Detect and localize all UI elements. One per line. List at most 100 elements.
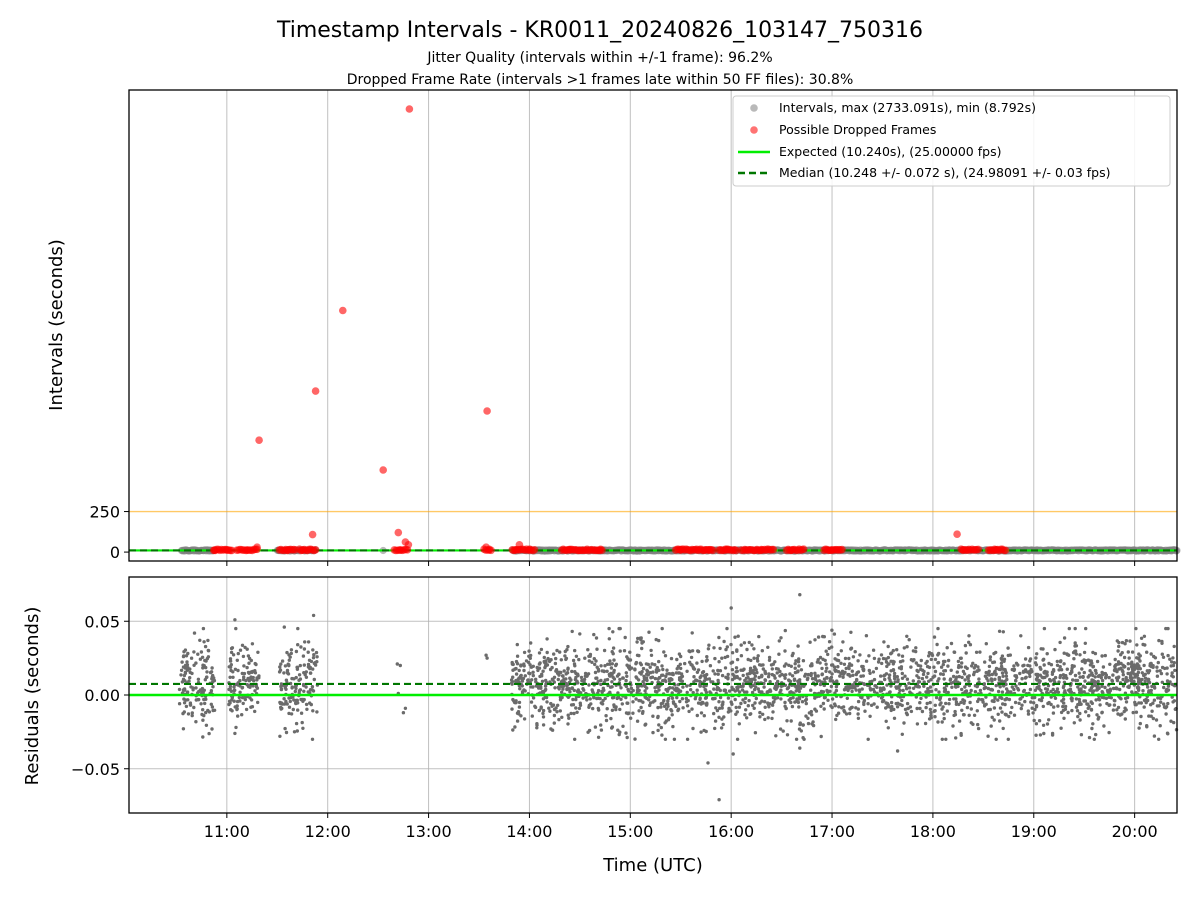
residual-point xyxy=(618,677,622,682)
residual-point xyxy=(289,651,293,656)
residual-point xyxy=(813,707,817,711)
residual-point xyxy=(230,709,234,713)
residual-point xyxy=(250,670,254,674)
residual-point xyxy=(813,696,817,700)
residual-point xyxy=(868,714,872,718)
residual-point xyxy=(969,688,973,693)
legend-intervals-label: Intervals, max (2733.091s), min (8.792s) xyxy=(779,100,1036,115)
residual-point xyxy=(1123,642,1127,646)
residual-point xyxy=(701,701,705,705)
residual-point xyxy=(204,697,208,701)
residual-point xyxy=(1051,711,1056,715)
legend-dropped-label: Possible Dropped Frames xyxy=(779,122,936,137)
residual-point xyxy=(883,677,887,682)
residual-point xyxy=(522,662,526,666)
residual-point xyxy=(289,648,294,652)
residual-point xyxy=(989,724,993,728)
residual-point xyxy=(1160,641,1164,645)
residual-point xyxy=(645,686,649,690)
residual-point xyxy=(736,634,740,638)
residual-point xyxy=(600,702,605,706)
residual-point xyxy=(1105,701,1109,706)
residual-point xyxy=(932,635,937,639)
residual-point xyxy=(557,687,561,691)
residual-point xyxy=(886,703,890,707)
residual-point xyxy=(1078,718,1082,722)
residual-point xyxy=(1100,678,1105,683)
residual-point xyxy=(531,685,535,689)
residual-point xyxy=(909,658,914,662)
residual-point xyxy=(203,701,207,706)
chart-subtitle-dropped-rate: Dropped Frame Rate (intervals >1 frames … xyxy=(347,72,854,88)
residual-point xyxy=(1094,732,1098,737)
residual-point xyxy=(1164,626,1168,631)
residual-point xyxy=(202,640,206,644)
residual-point xyxy=(229,689,233,693)
residual-point xyxy=(315,655,319,659)
residual-point xyxy=(928,707,933,712)
residual-point xyxy=(905,677,910,681)
residual-point xyxy=(622,649,627,653)
residual-point xyxy=(740,688,745,692)
dropped-frame-point xyxy=(953,530,961,538)
residual-point xyxy=(972,672,976,677)
residual-point xyxy=(194,661,198,665)
residual-point xyxy=(295,665,299,669)
residual-point xyxy=(680,697,685,701)
residual-point xyxy=(848,707,852,711)
residual-point xyxy=(1037,681,1041,685)
residual-point xyxy=(299,645,303,649)
residual-point xyxy=(945,709,949,713)
residual-point xyxy=(253,689,257,693)
residual-point xyxy=(699,711,704,715)
residual-point xyxy=(916,669,920,674)
residual-point xyxy=(748,669,753,673)
residual-point xyxy=(1006,737,1010,741)
residual-point xyxy=(1151,665,1155,669)
residual-point xyxy=(1142,663,1146,668)
residual-point xyxy=(676,671,681,675)
residual-point xyxy=(180,660,184,664)
residual-point xyxy=(763,705,767,709)
residual-point xyxy=(555,710,559,714)
residual-point xyxy=(824,669,828,673)
residual-point xyxy=(853,650,857,654)
residual-point xyxy=(304,685,308,689)
residual-point xyxy=(311,709,315,713)
dropped-frame-point xyxy=(308,530,317,539)
residual-point xyxy=(864,659,869,663)
dropped-frame-point xyxy=(404,541,413,549)
residual-point xyxy=(1088,669,1092,673)
residual-point xyxy=(586,730,590,734)
residual-point xyxy=(1078,675,1082,679)
residual-point xyxy=(1019,706,1023,711)
residual-point xyxy=(587,705,591,709)
residual-point xyxy=(1170,660,1174,664)
dropped-frame-point xyxy=(596,546,604,554)
residual-point xyxy=(806,716,810,720)
residual-point xyxy=(596,688,601,693)
residual-point xyxy=(285,670,290,674)
residual-point xyxy=(536,668,540,673)
residual-point xyxy=(1034,722,1039,726)
legend-dropped-marker xyxy=(750,126,758,134)
residual-point xyxy=(949,641,954,646)
residual-point xyxy=(656,685,660,689)
residual-point xyxy=(537,708,541,713)
residual-point xyxy=(1079,733,1084,737)
residual-point xyxy=(835,713,839,718)
residual-point xyxy=(398,663,402,668)
residual-point xyxy=(177,687,182,692)
residual-point xyxy=(783,649,787,653)
residual-point xyxy=(801,736,805,740)
residual-point xyxy=(1083,679,1087,683)
x-tick-label: 17:00 xyxy=(809,822,855,841)
residual-point xyxy=(1140,671,1145,675)
residual-point xyxy=(889,700,894,705)
residual-point xyxy=(691,665,695,669)
residual-point xyxy=(823,695,827,700)
residual-point xyxy=(205,670,209,674)
residual-point xyxy=(624,695,628,700)
residual-point xyxy=(294,649,299,654)
residual-point xyxy=(963,678,967,682)
